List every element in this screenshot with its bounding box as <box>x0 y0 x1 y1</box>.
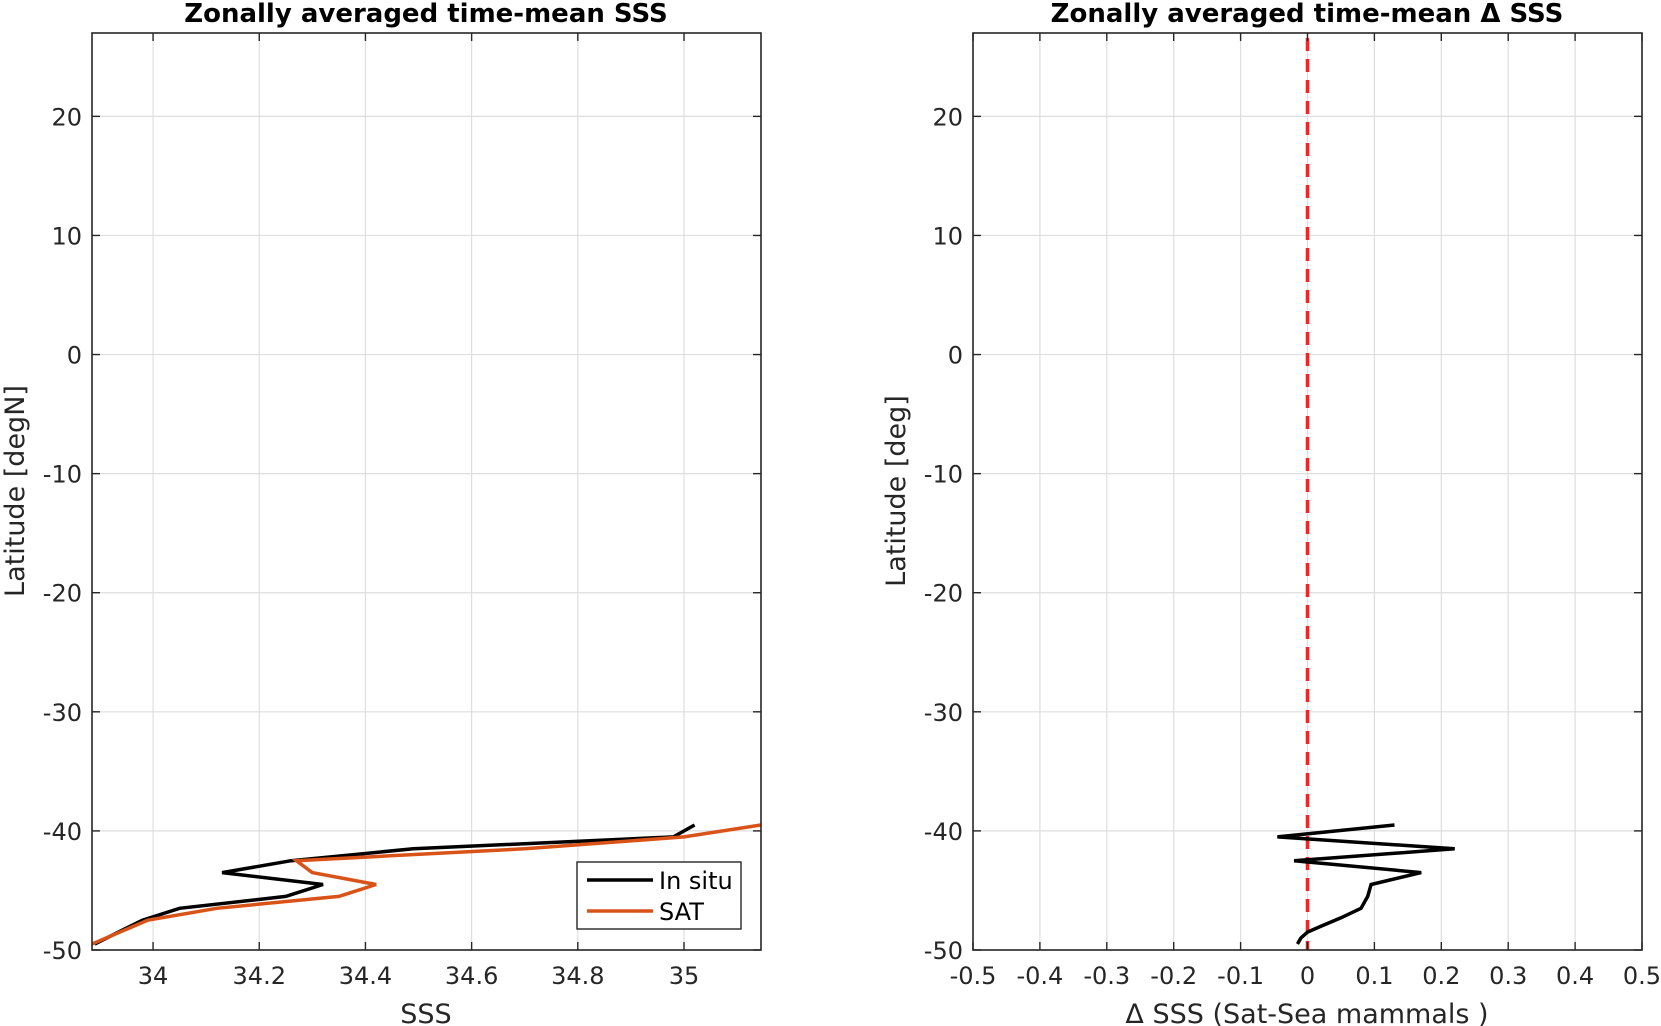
delta-sss-x-tick-label-0: 0 <box>1300 962 1315 990</box>
series-line-0 <box>1277 823 1455 945</box>
series-line-in-situ <box>93 823 696 946</box>
sss-ticks: 34 34.2 34.4 34.6 34.8 35 -50 -40 -30 -20 -10 0 10 20 <box>43 33 761 990</box>
sss-y-tick-label-m50: -50 <box>43 937 82 965</box>
delta-sss-x-tick-label-0p3: 0.3 <box>1489 962 1527 990</box>
sss-y-tick-label-m10: -10 <box>43 461 82 489</box>
sss-y-tick-label-0: 0 <box>67 342 82 370</box>
delta-sss-x-tick-label-m0p5: -0.5 <box>950 962 997 990</box>
sss-x-axis-label: SSS <box>400 999 451 1026</box>
sss-plot-area <box>92 33 761 950</box>
delta-sss-y-tick-label-20: 20 <box>932 103 963 131</box>
delta-sss-y-tick-label-m10: -10 <box>924 461 963 489</box>
sss-x-tick-label-34: 34 <box>138 962 169 990</box>
sss-chart: 34 34.2 34.4 34.6 34.8 35 -50 -40 -30 -20 -10 0 10 20… <box>0 0 762 1026</box>
sss-y-tick-label-m30: -30 <box>43 699 82 727</box>
delta-sss-x-tick-label-m0p3: -0.3 <box>1083 962 1130 990</box>
delta-sss-y-axis-label: Latitude [deg] <box>881 395 912 587</box>
delta-sss-ticks: -0.5 -0.4 -0.3 -0.2 -0.1 0 0.1 0.2 0.3 0.4 0.5 -50 -… <box>924 33 1661 990</box>
sss-chart-title: Zonally averaged time-mean SSS <box>184 0 668 29</box>
delta-sss-x-tick-label-m0p1: -0.1 <box>1217 962 1264 990</box>
delta-sss-chart-title: Zonally averaged time-mean Δ SSS <box>1051 0 1564 29</box>
delta-sss-x-tick-label-0p2: 0.2 <box>1422 962 1460 990</box>
delta-sss-x-tick-label-0p1: 0.1 <box>1355 962 1393 990</box>
delta-sss-y-tick-label-m30: -30 <box>924 699 963 727</box>
sss-x-tick-label-35: 35 <box>669 962 700 990</box>
sss-x-tick-label-34p6: 34.6 <box>445 962 498 990</box>
sss-y-axis-label: Latitude [degN] <box>0 385 31 597</box>
legend-label-in-situ: In situ <box>659 867 733 895</box>
delta-sss-y-tick-label-10: 10 <box>932 222 963 250</box>
legend-label-sat: SAT <box>659 898 704 926</box>
sss-grid <box>92 33 761 951</box>
sss-y-tick-label-20: 20 <box>51 103 82 131</box>
sss-legend: In situ SAT <box>576 861 742 930</box>
sss-y-tick-label-m20: -20 <box>43 580 82 608</box>
delta-sss-series <box>1277 823 1455 945</box>
sss-series <box>92 823 761 946</box>
delta-sss-x-tick-label-m0p4: -0.4 <box>1016 962 1063 990</box>
delta-sss-x-tick-label-m0p2: -0.2 <box>1150 962 1197 990</box>
delta-sss-chart: -0.5 -0.4 -0.3 -0.2 -0.1 0 0.1 0.2 0.3 0.4 0.5 -50 -… <box>881 0 1661 1026</box>
sss-x-tick-label-34p8: 34.8 <box>551 962 604 990</box>
sss-y-tick-label-10: 10 <box>51 222 82 250</box>
sss-x-tick-label-34p2: 34.2 <box>233 962 286 990</box>
legend-box <box>576 861 742 930</box>
delta-sss-x-tick-label-0p4: 0.4 <box>1556 962 1594 990</box>
delta-sss-x-axis-label: Δ SSS (Sat-Sea mammals ) <box>1125 999 1488 1026</box>
sss-y-tick-label-m40: -40 <box>43 818 82 846</box>
delta-sss-y-tick-label-m40: -40 <box>924 818 963 846</box>
delta-sss-y-tick-label-m50: -50 <box>924 937 963 965</box>
delta-sss-x-tick-label-0p5: 0.5 <box>1623 962 1661 990</box>
delta-sss-y-tick-label-m20: -20 <box>924 580 963 608</box>
sss-axes-box <box>91 32 762 951</box>
series-line-sat <box>92 823 761 946</box>
sss-x-tick-label-34p4: 34.4 <box>339 962 392 990</box>
delta-sss-y-tick-label-0: 0 <box>948 342 963 370</box>
